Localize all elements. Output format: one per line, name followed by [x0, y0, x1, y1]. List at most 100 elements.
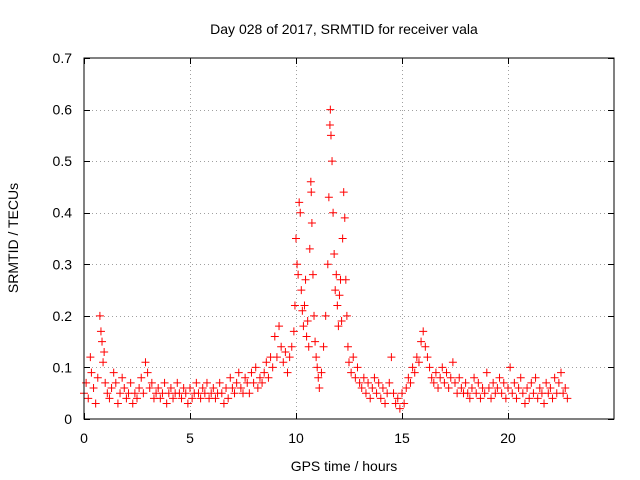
data-point — [232, 378, 241, 387]
data-point — [105, 394, 114, 403]
data-point — [341, 275, 350, 284]
y-axis-label: SRMTID / TECUs — [5, 183, 21, 293]
data-point — [353, 363, 362, 372]
y-tick-label: 0.4 — [53, 205, 73, 221]
x-tick-label: 15 — [394, 430, 410, 446]
y-tick-label: 0.7 — [53, 50, 73, 66]
data-point — [357, 384, 366, 393]
data-point — [512, 394, 521, 403]
data-point — [198, 384, 207, 393]
data-point — [400, 399, 409, 408]
data-point — [398, 389, 406, 398]
data-point — [247, 368, 256, 377]
data-point — [260, 368, 269, 377]
data-point — [535, 384, 544, 393]
data-point — [224, 394, 233, 403]
data-point — [339, 188, 348, 197]
grid-lines — [84, 58, 614, 419]
plot-frame — [83, 57, 615, 420]
data-point — [514, 384, 523, 393]
data-point — [326, 105, 335, 114]
data-point — [457, 384, 466, 393]
data-point — [315, 384, 324, 393]
data-point — [173, 378, 182, 387]
data-point — [504, 384, 512, 393]
data-point — [268, 363, 277, 372]
data-point — [255, 373, 264, 382]
data-point — [215, 378, 224, 387]
data-point — [421, 342, 430, 351]
data-point — [253, 384, 262, 393]
data-point — [270, 332, 279, 341]
data-point — [177, 394, 186, 403]
data-point — [470, 373, 479, 382]
data-point — [264, 373, 273, 382]
data-point — [359, 373, 368, 382]
data-point — [93, 373, 102, 382]
data-point — [455, 373, 464, 382]
x-tick-label: 10 — [288, 430, 304, 446]
data-point — [183, 399, 192, 408]
data-point — [186, 384, 194, 393]
data-point — [98, 337, 107, 346]
data-point — [236, 384, 245, 393]
data-point — [423, 353, 432, 362]
data-point — [480, 389, 489, 398]
data-point — [442, 368, 451, 377]
data-point — [295, 198, 304, 207]
data-point — [217, 389, 226, 398]
data-point — [323, 260, 332, 269]
data-point — [510, 378, 519, 387]
data-point — [548, 394, 557, 403]
data-point — [126, 378, 135, 387]
x-tick-labels: 0 5 10 15 20 — [80, 430, 516, 446]
y-tick-label: 0.3 — [53, 256, 73, 272]
data-point — [109, 368, 118, 377]
data-point — [258, 378, 267, 387]
data-point — [321, 311, 330, 320]
data-point — [529, 389, 538, 398]
data-point — [82, 378, 91, 387]
data-point — [283, 368, 292, 377]
data-point — [451, 378, 459, 387]
data-point — [340, 213, 349, 222]
data-point — [434, 384, 443, 393]
data-point — [393, 394, 402, 403]
data-point — [381, 399, 390, 408]
data-point — [472, 389, 481, 398]
data-point — [501, 394, 510, 403]
data-point — [516, 373, 525, 382]
data-point — [249, 378, 258, 387]
data-point — [328, 157, 337, 166]
data-point — [324, 193, 333, 202]
data-point — [332, 270, 341, 279]
data-point — [307, 219, 316, 228]
data-point — [406, 378, 415, 387]
data-point — [391, 399, 400, 408]
data-point — [404, 373, 413, 382]
data-point — [493, 384, 502, 393]
data-point — [313, 363, 322, 372]
data-point — [137, 373, 146, 382]
x-axis-label: GPS time / hours — [291, 458, 398, 474]
data-point — [156, 394, 165, 403]
data-point — [101, 378, 110, 387]
data-point — [546, 384, 555, 393]
data-point — [147, 378, 156, 387]
data-point — [139, 389, 148, 398]
data-point — [343, 342, 352, 351]
data-point — [351, 373, 360, 382]
data-point — [378, 384, 387, 393]
data-point — [440, 378, 449, 387]
data-point — [241, 373, 250, 382]
data-point — [314, 373, 323, 382]
data-point — [135, 384, 144, 393]
data-point — [95, 311, 104, 320]
data-point — [181, 389, 190, 398]
data-point — [540, 399, 549, 408]
data-point — [533, 394, 542, 403]
data-point — [219, 399, 228, 408]
x-tick-label: 5 — [186, 430, 194, 446]
data-point — [307, 188, 316, 197]
data-point — [89, 384, 98, 393]
